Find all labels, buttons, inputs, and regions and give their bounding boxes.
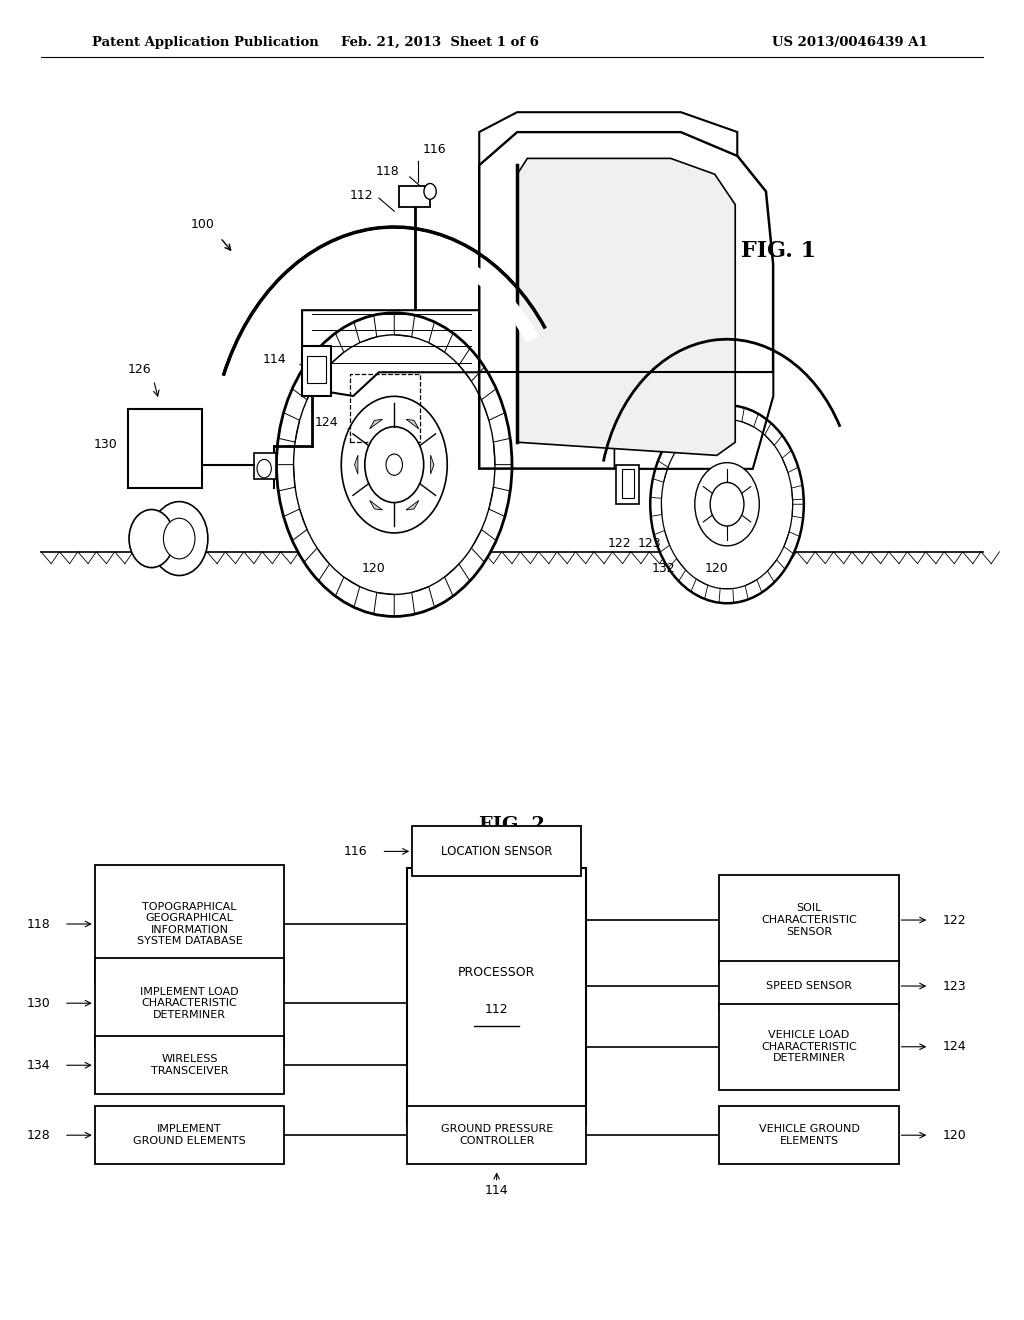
Text: 122: 122 [943, 913, 967, 927]
Bar [412, 826, 582, 876]
Text: 123: 123 [943, 979, 967, 993]
Text: IMPLEMENT
GROUND ELEMENTS: IMPLEMENT GROUND ELEMENTS [133, 1125, 246, 1146]
Text: SPEED SENSOR: SPEED SENSOR [766, 981, 852, 991]
Bar [350, 374, 420, 442]
Bar [407, 869, 586, 1125]
Bar [719, 875, 899, 965]
Bar [616, 465, 639, 504]
Bar [94, 1036, 284, 1094]
Text: VEHICLE GROUND
ELEMENTS: VEHICLE GROUND ELEMENTS [759, 1125, 859, 1146]
Text: SOIL
CHARACTERISTIC
SENSOR: SOIL CHARACTERISTIC SENSOR [761, 903, 857, 937]
Text: 116: 116 [423, 143, 446, 156]
Text: LOCATION SENSOR: LOCATION SENSOR [441, 845, 552, 858]
Text: 122: 122 [607, 537, 631, 550]
Circle shape [276, 313, 512, 616]
Text: 128: 128 [27, 1129, 50, 1142]
Text: FIG. 1: FIG. 1 [740, 240, 816, 261]
Bar [128, 409, 202, 488]
Text: 112: 112 [350, 189, 374, 202]
Circle shape [257, 459, 271, 478]
Circle shape [424, 183, 436, 199]
Circle shape [386, 454, 402, 475]
Circle shape [694, 462, 759, 546]
Bar [94, 958, 284, 1048]
Bar [719, 1106, 899, 1164]
Text: 124: 124 [314, 416, 338, 429]
Bar [399, 186, 430, 207]
Circle shape [151, 502, 208, 576]
Circle shape [129, 510, 174, 568]
Text: VEHICLE LOAD
CHARACTERISTIC
DETERMINER: VEHICLE LOAD CHARACTERISTIC DETERMINER [761, 1030, 857, 1064]
Circle shape [341, 396, 447, 533]
Text: 114: 114 [484, 1184, 509, 1197]
Text: GROUND PRESSURE
CONTROLLER: GROUND PRESSURE CONTROLLER [440, 1125, 553, 1146]
Text: 120: 120 [361, 562, 386, 576]
Polygon shape [479, 132, 773, 469]
Bar [94, 865, 284, 983]
Polygon shape [370, 420, 382, 429]
Text: 128: 128 [159, 533, 182, 546]
Text: 112: 112 [484, 1003, 509, 1016]
Circle shape [365, 426, 424, 503]
Circle shape [711, 483, 743, 525]
Text: TOPOGRAPHICAL
GEOGRAPHICAL
INFORMATION
SYSTEM DATABASE: TOPOGRAPHICAL GEOGRAPHICAL INFORMATION S… [136, 902, 243, 946]
Bar [307, 356, 326, 383]
Text: 114: 114 [263, 352, 287, 366]
Polygon shape [354, 455, 357, 474]
Text: 126: 126 [128, 363, 152, 376]
Bar [719, 961, 899, 1011]
Text: 124: 124 [943, 1040, 967, 1053]
Polygon shape [517, 158, 735, 455]
Circle shape [650, 405, 804, 603]
Text: 130: 130 [27, 997, 50, 1010]
Text: Feb. 21, 2013  Sheet 1 of 6: Feb. 21, 2013 Sheet 1 of 6 [341, 36, 540, 49]
Bar [94, 1106, 284, 1164]
Polygon shape [479, 112, 737, 165]
Polygon shape [614, 372, 773, 469]
Text: 130: 130 [94, 438, 118, 451]
Text: 100: 100 [190, 218, 215, 231]
Bar [719, 1003, 899, 1090]
Polygon shape [302, 310, 479, 396]
Text: 120: 120 [705, 562, 729, 576]
Text: 132: 132 [651, 562, 676, 576]
Text: 118: 118 [376, 165, 399, 178]
Text: 116: 116 [344, 845, 368, 858]
Bar [254, 453, 276, 479]
Circle shape [164, 519, 195, 558]
Text: WIRELESS
TRANSCEIVER: WIRELESS TRANSCEIVER [151, 1055, 228, 1076]
Text: IMPLEMENT LOAD
CHARACTERISTIC
DETERMINER: IMPLEMENT LOAD CHARACTERISTIC DETERMINER [140, 986, 239, 1020]
Text: Patent Application Publication: Patent Application Publication [92, 36, 318, 49]
Text: FIG. 2: FIG. 2 [479, 816, 545, 834]
Polygon shape [407, 420, 419, 429]
Bar [302, 346, 331, 396]
Text: 120: 120 [943, 1129, 967, 1142]
Text: 134: 134 [27, 1059, 50, 1072]
Polygon shape [431, 455, 434, 474]
Text: 118: 118 [27, 917, 50, 931]
Text: PROCESSOR: PROCESSOR [458, 966, 536, 979]
Polygon shape [407, 500, 419, 510]
Bar [622, 469, 634, 498]
Polygon shape [370, 500, 382, 510]
Text: 123: 123 [638, 537, 662, 550]
Bar [407, 1106, 586, 1164]
Text: US 2013/0046439 A1: US 2013/0046439 A1 [772, 36, 928, 49]
